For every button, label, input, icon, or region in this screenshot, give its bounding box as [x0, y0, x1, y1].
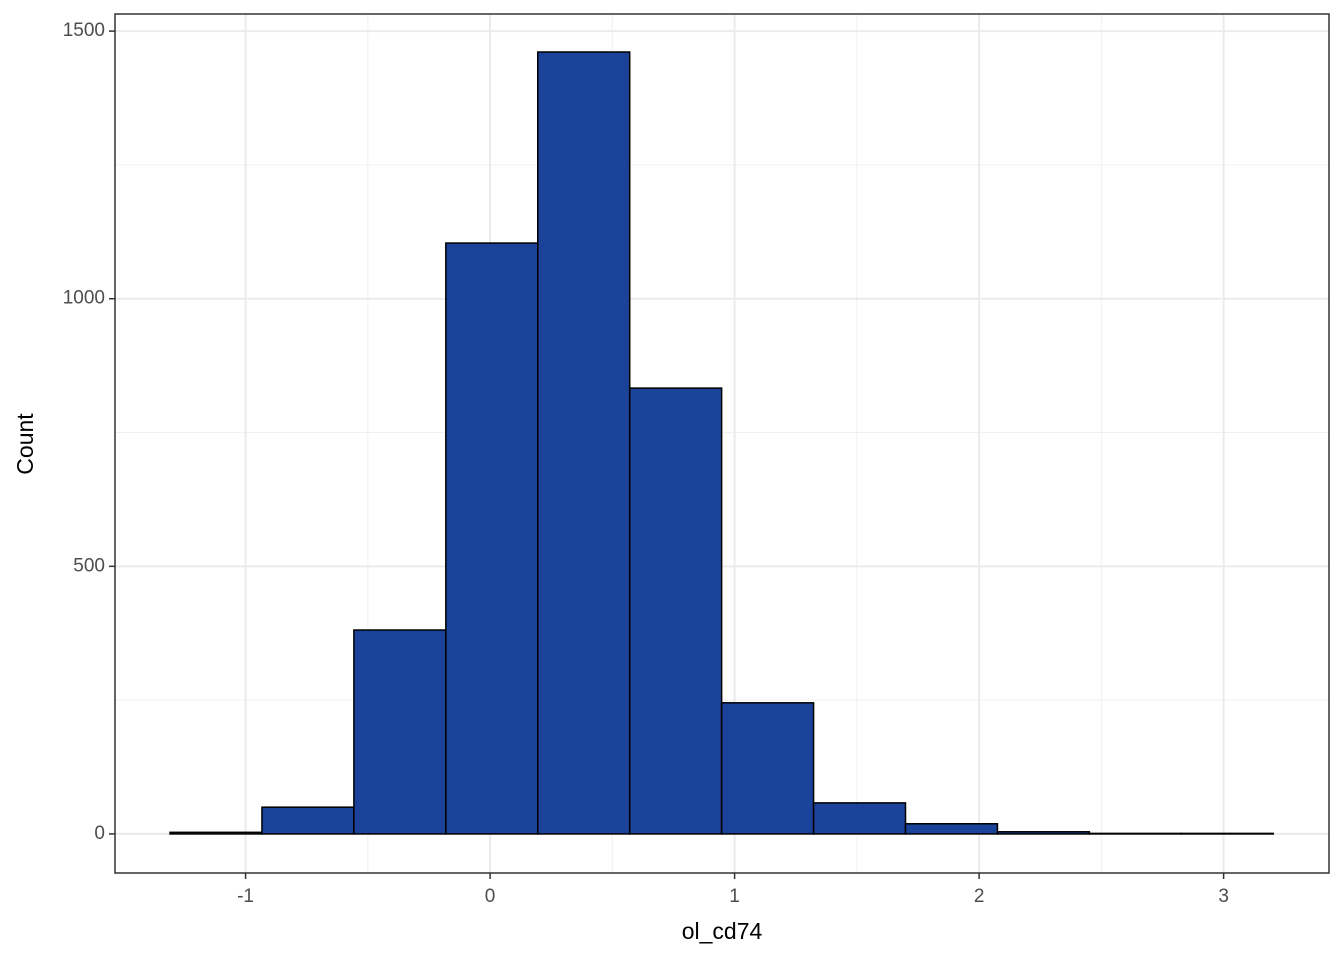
- y-tick-label: 1000: [63, 288, 105, 309]
- x-tick-label: -1: [237, 886, 254, 907]
- y-tick-label: 1500: [63, 20, 105, 41]
- bar: [904, 823, 999, 835]
- panel-border: [114, 13, 1330, 874]
- bar: [628, 387, 723, 835]
- bar: [1180, 832, 1275, 835]
- bar: [261, 806, 355, 835]
- bar: [720, 702, 815, 835]
- y-axis-title: Count: [12, 413, 38, 475]
- y-tick-label: 0: [94, 823, 105, 844]
- x-tick-label: 0: [485, 886, 496, 907]
- bar: [169, 831, 263, 835]
- y-tick-label: 500: [73, 555, 105, 576]
- x-tick-label: 3: [1218, 886, 1229, 907]
- bar: [537, 51, 631, 835]
- bar: [996, 831, 1091, 835]
- bar: [1088, 832, 1183, 835]
- bar: [812, 802, 907, 835]
- bar: [445, 242, 539, 835]
- x-axis-title: ol_cd74: [682, 918, 763, 944]
- x-tick-label: 2: [974, 886, 985, 907]
- bar: [353, 629, 447, 835]
- x-tick-label: 1: [729, 886, 740, 907]
